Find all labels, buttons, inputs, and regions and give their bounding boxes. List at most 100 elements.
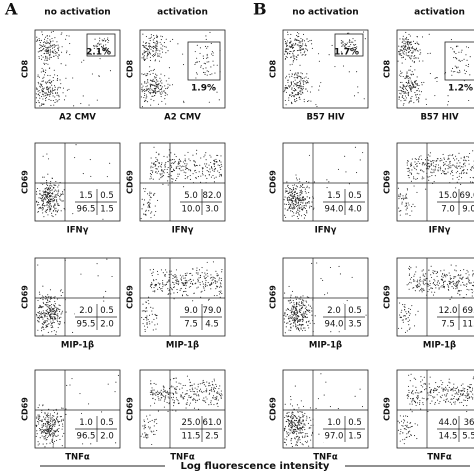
event-dot xyxy=(302,186,304,189)
event-dot xyxy=(154,313,156,315)
event-dot xyxy=(142,53,144,55)
event-dot xyxy=(446,398,448,400)
event-dot xyxy=(219,285,221,287)
event-dot xyxy=(49,92,51,94)
event-dot xyxy=(47,63,49,65)
event-dot xyxy=(455,282,457,284)
event-dot xyxy=(297,211,299,214)
event-dot xyxy=(199,47,201,49)
quadrant-percent: 5.0 xyxy=(184,191,198,201)
event-dot xyxy=(213,391,215,393)
event-dot xyxy=(458,399,460,401)
event-dot xyxy=(288,316,290,318)
event-dot xyxy=(168,397,170,399)
event-dot xyxy=(172,162,174,164)
event-dot xyxy=(149,66,151,68)
event-dot xyxy=(298,328,300,330)
event-dot xyxy=(52,51,54,53)
event-dot xyxy=(159,88,161,91)
event-dot xyxy=(38,101,40,103)
event-dot xyxy=(432,272,434,274)
event-dot xyxy=(62,193,64,196)
event-dot xyxy=(69,54,71,56)
event-dot xyxy=(38,83,40,85)
event-dot xyxy=(144,311,147,313)
event-dot xyxy=(157,159,159,161)
event-dot xyxy=(405,37,407,40)
event-dot xyxy=(433,273,435,275)
event-dot xyxy=(150,197,152,199)
event-dot xyxy=(415,286,417,288)
event-dot xyxy=(293,189,295,191)
event-dot xyxy=(175,410,177,412)
event-dot xyxy=(285,190,287,192)
event-dot xyxy=(149,414,151,416)
event-dot xyxy=(213,282,215,284)
event-dot xyxy=(141,57,143,59)
event-dot xyxy=(408,57,411,59)
event-dot xyxy=(448,272,450,274)
event-dot xyxy=(145,47,147,49)
event-dot xyxy=(48,296,50,298)
event-dot xyxy=(298,86,300,88)
event-dot xyxy=(308,309,310,311)
event-dot xyxy=(50,430,52,432)
event-dot xyxy=(44,422,47,425)
event-dot xyxy=(408,33,410,35)
event-dot xyxy=(56,298,58,300)
event-dot xyxy=(455,398,457,400)
event-dot xyxy=(45,49,47,51)
event-dot xyxy=(38,95,41,97)
event-dot xyxy=(149,91,151,93)
event-dot xyxy=(459,60,461,62)
event-dot xyxy=(65,52,68,54)
event-dot xyxy=(149,191,151,193)
event-dot xyxy=(402,304,404,306)
event-dot xyxy=(300,191,302,193)
event-dot xyxy=(51,421,53,423)
event-dot xyxy=(38,47,40,49)
event-dot xyxy=(455,281,458,283)
event-dot xyxy=(294,44,296,46)
event-dot xyxy=(45,197,47,199)
event-dot xyxy=(291,305,293,307)
event-dot xyxy=(291,211,294,213)
event-dot xyxy=(466,392,468,394)
event-dot xyxy=(290,326,292,328)
event-dot xyxy=(294,430,296,432)
event-dot xyxy=(47,58,49,60)
event-dot xyxy=(307,202,309,204)
event-dot xyxy=(145,436,147,439)
event-dot xyxy=(44,412,46,414)
event-dot xyxy=(302,420,304,422)
plot-frame xyxy=(34,257,121,337)
event-dot xyxy=(37,201,40,203)
event-dot xyxy=(37,329,39,331)
event-dot xyxy=(296,179,298,181)
event-dot xyxy=(291,88,293,90)
event-dot xyxy=(52,424,54,426)
event-dot xyxy=(293,192,295,194)
event-dot xyxy=(291,190,294,192)
event-dot xyxy=(290,50,292,53)
event-dot xyxy=(296,204,299,207)
quadrant-percent: 3.5 xyxy=(348,320,362,330)
event-dot xyxy=(53,430,55,432)
event-dot xyxy=(195,62,197,64)
event-dot xyxy=(432,159,434,162)
event-dot xyxy=(49,57,51,59)
event-dot xyxy=(452,71,454,73)
event-dot xyxy=(284,58,286,60)
event-dot xyxy=(156,79,158,81)
event-dot xyxy=(349,45,351,47)
event-dot xyxy=(411,95,413,98)
event-dot xyxy=(442,389,444,391)
event-dot xyxy=(417,50,419,52)
event-dot xyxy=(184,178,186,180)
event-dot xyxy=(158,90,160,92)
event-dot xyxy=(61,200,63,202)
event-dot xyxy=(53,429,55,431)
event-dot xyxy=(295,97,298,100)
event-dot xyxy=(102,44,105,46)
event-dot xyxy=(413,48,415,50)
